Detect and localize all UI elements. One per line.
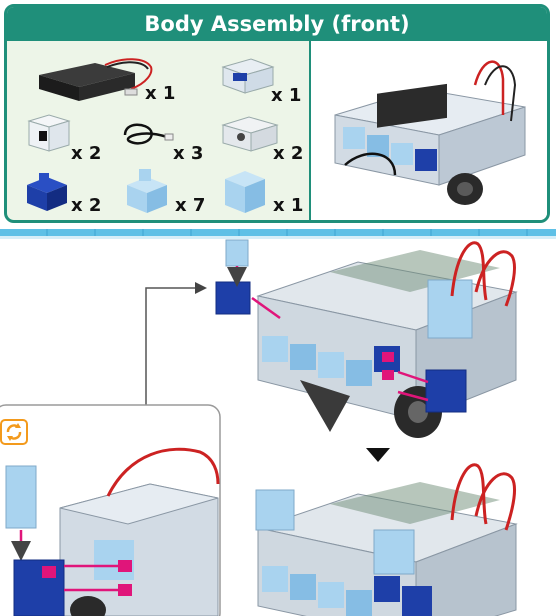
sensor-block-icon (27, 114, 71, 152)
qty-label: x 3 (173, 143, 204, 164)
motor-block-icon (221, 116, 279, 152)
qty-label: x 1 (145, 83, 176, 104)
assembly-step-illustration (0, 239, 518, 616)
battery-box-icon (39, 58, 153, 101)
section-divider-stripe-light (0, 236, 556, 239)
robot-step-2 (255, 463, 518, 616)
rotate-icon (6, 423, 22, 441)
servo-motor-icon (221, 58, 275, 94)
qty-label: x 2 (71, 143, 102, 164)
qty-label: x 2 (71, 195, 102, 216)
light-blue-block-icon (127, 169, 167, 213)
parts-panel: Body Assembly (front) x 1 x 1 x 2 x 3 (4, 4, 550, 223)
robot-step-1 (215, 239, 518, 438)
inset-rotated-view (0, 404, 221, 616)
cable-icon (123, 123, 174, 145)
qty-label: x 7 (175, 195, 206, 216)
panel-title: Body Assembly (front) (7, 7, 547, 41)
assembled-robot-preview (334, 60, 526, 205)
light-blue-block-icon (225, 171, 265, 213)
step-down-arrow (366, 448, 390, 462)
qty-label: x 1 (273, 195, 304, 216)
qty-label: x 1 (271, 85, 302, 106)
rotate-view-badge (0, 419, 28, 445)
panel-divider (309, 41, 311, 220)
callout-arrow (145, 282, 207, 410)
dark-blue-block-icon (27, 173, 67, 211)
section-divider-stripe (0, 229, 556, 236)
qty-label: x 2 (273, 143, 304, 164)
